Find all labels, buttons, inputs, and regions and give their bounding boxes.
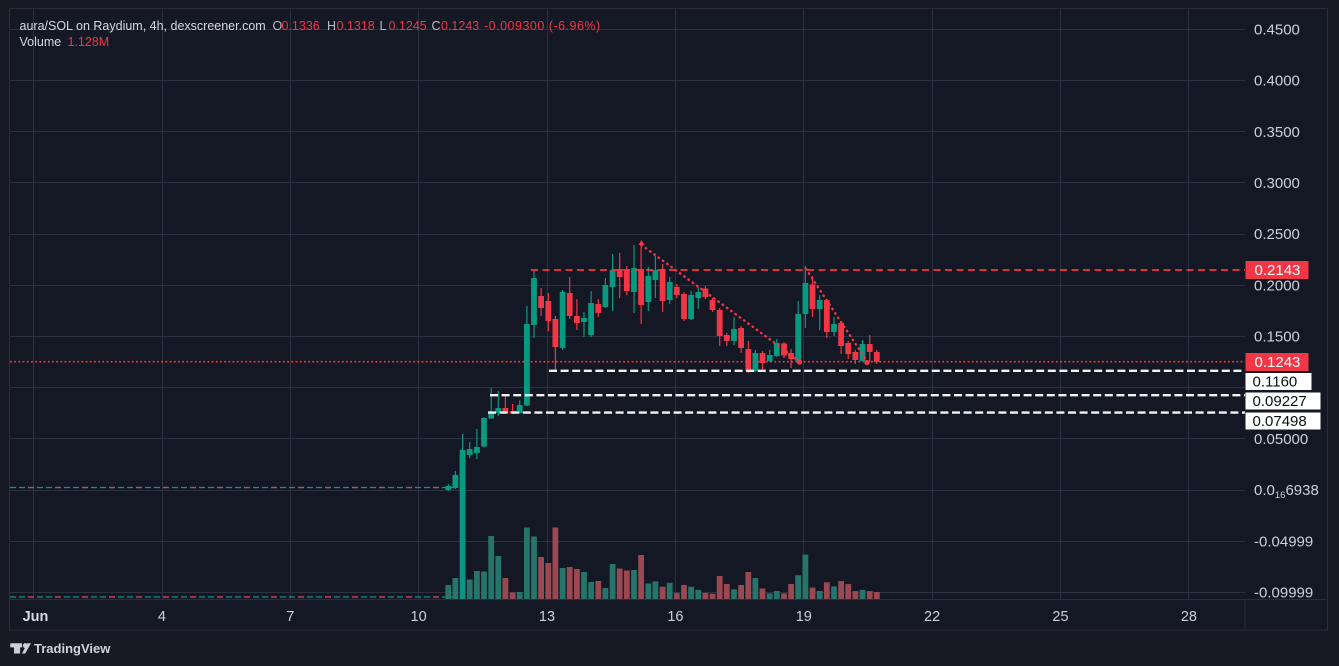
svg-text:aura/SOL on Raydium, 4h, dexsc: aura/SOL on Raydium, 4h, dexscreener.com (20, 19, 266, 33)
svg-text:0.05000: 0.05000 (1254, 431, 1308, 448)
svg-text:0.1500: 0.1500 (1254, 329, 1300, 346)
svg-text:4: 4 (158, 609, 166, 625)
svg-text:10: 10 (411, 609, 427, 625)
svg-text:13: 13 (539, 609, 555, 625)
svg-text:-0.009300 (-6.96%): -0.009300 (-6.96%) (484, 19, 601, 33)
svg-text:TradingView: TradingView (34, 641, 111, 656)
svg-text:28: 28 (1181, 609, 1197, 625)
svg-text:19: 19 (796, 609, 812, 625)
svg-text:0.1336: 0.1336 (282, 19, 320, 33)
svg-text:0.07498: 0.07498 (1253, 413, 1307, 430)
svg-text:0.1318: 0.1318 (337, 19, 375, 33)
svg-text:0.1243: 0.1243 (1255, 354, 1301, 371)
svg-text:16: 16 (667, 609, 683, 625)
svg-text:Volume: Volume (20, 35, 62, 49)
svg-text:0.3000: 0.3000 (1254, 175, 1300, 192)
svg-text:0.3500: 0.3500 (1254, 124, 1300, 141)
svg-text:25: 25 (1052, 609, 1068, 625)
svg-text:0.2000: 0.2000 (1254, 277, 1300, 294)
svg-text:0.0166938: 0.0166938 (1254, 482, 1319, 501)
svg-text:22: 22 (924, 609, 940, 625)
svg-text:0.4000: 0.4000 (1254, 73, 1300, 90)
svg-text:-0.04999: -0.04999 (1254, 533, 1313, 550)
svg-text:C: C (432, 19, 441, 33)
svg-text:H: H (327, 19, 336, 33)
svg-text:0.1245: 0.1245 (389, 19, 427, 33)
svg-text:O: O (273, 19, 283, 33)
svg-text:0.4500: 0.4500 (1254, 21, 1300, 38)
svg-text:0.09227: 0.09227 (1253, 393, 1307, 410)
svg-text:L: L (380, 19, 387, 33)
svg-text:0.2500: 0.2500 (1254, 226, 1300, 243)
svg-text:7: 7 (286, 609, 294, 625)
svg-text:0.1243: 0.1243 (441, 19, 479, 33)
svg-text:-0.09999: -0.09999 (1254, 585, 1313, 602)
svg-text:1.128M: 1.128M (68, 35, 110, 49)
svg-text:Jun: Jun (23, 609, 49, 625)
svg-text:0.2143: 0.2143 (1255, 262, 1301, 279)
svg-text:0.1160: 0.1160 (1253, 374, 1298, 391)
